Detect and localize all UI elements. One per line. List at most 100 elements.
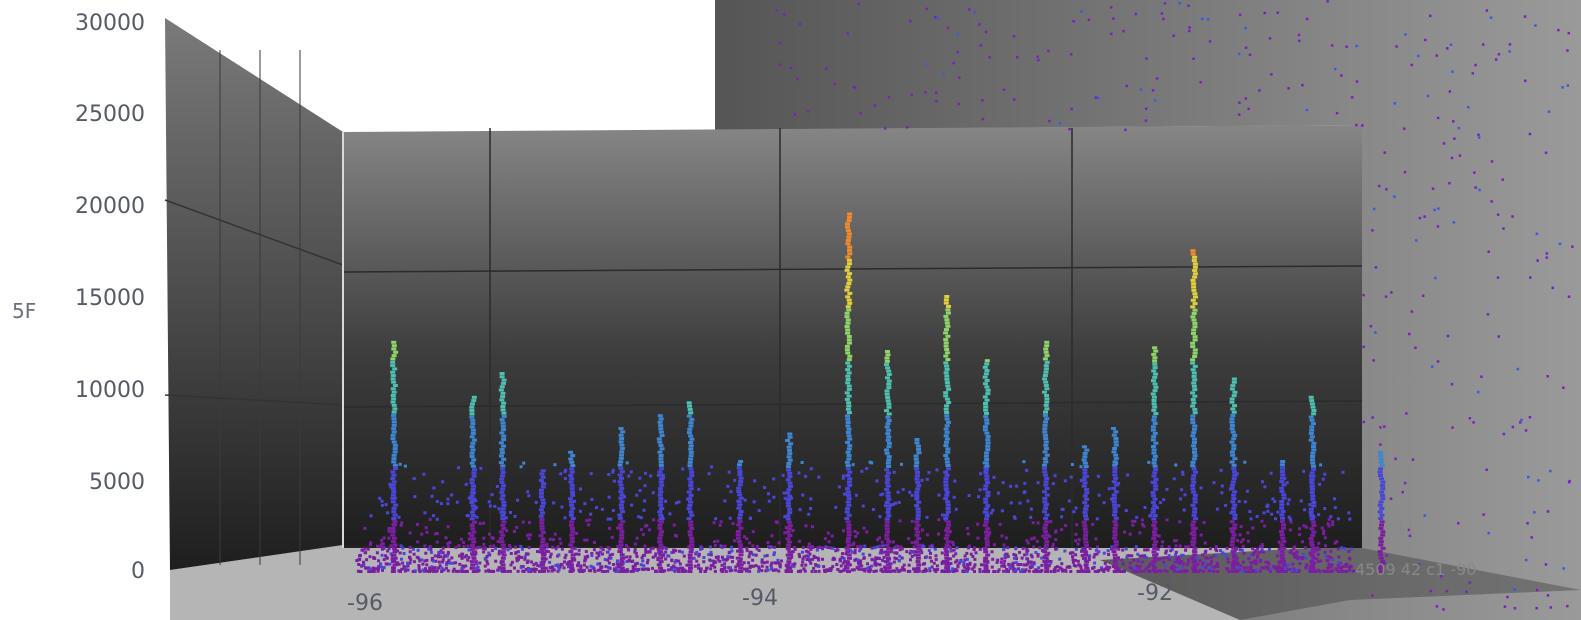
peak-point — [689, 543, 695, 547]
data-point — [1279, 546, 1283, 550]
peak-point — [946, 401, 952, 404]
data-point — [521, 520, 525, 524]
peak-point — [1190, 404, 1196, 408]
peak-point — [1190, 315, 1196, 319]
peak-point — [1230, 453, 1236, 457]
peak-point — [499, 447, 505, 451]
peak-point — [499, 497, 505, 501]
peak-point — [1378, 556, 1384, 560]
data-point — [548, 555, 552, 559]
peak-point — [984, 540, 990, 544]
data-point — [1074, 564, 1078, 568]
peak-point — [983, 454, 989, 458]
peak-point — [787, 432, 793, 436]
data-point — [559, 541, 563, 545]
peak-point — [392, 543, 398, 547]
peak-point — [500, 566, 506, 570]
data-point — [1379, 443, 1382, 446]
data-point — [748, 516, 752, 520]
peak-point — [983, 520, 989, 524]
peak-point — [469, 425, 475, 429]
data-point — [515, 556, 519, 560]
data-point — [792, 564, 796, 568]
peak-point — [884, 533, 890, 537]
data-point — [497, 549, 501, 553]
peak-point — [658, 427, 664, 431]
peak-point — [390, 437, 396, 441]
peak-point — [845, 374, 851, 378]
data-point — [1327, 562, 1331, 566]
peak-point — [1310, 563, 1315, 567]
peak-point — [1112, 526, 1118, 530]
peak-point — [1380, 487, 1386, 491]
peak-point — [687, 570, 693, 573]
peak-point — [471, 556, 477, 560]
data-point — [805, 558, 809, 561]
data-point — [643, 567, 647, 571]
data-point — [1030, 537, 1034, 541]
data-point — [1126, 473, 1130, 477]
peak-point — [1279, 530, 1284, 533]
peak-point — [499, 480, 505, 484]
peak-point — [688, 520, 694, 524]
data-point — [560, 547, 564, 551]
peak-point — [788, 484, 793, 488]
data-point — [557, 553, 561, 557]
peak-point — [984, 431, 990, 435]
data-point — [1077, 563, 1081, 567]
data-point — [651, 555, 655, 559]
peak-point — [1193, 517, 1198, 521]
data-point — [863, 544, 867, 548]
peak-point — [914, 527, 919, 531]
data-point — [506, 569, 510, 573]
data-point — [695, 550, 699, 554]
data-point — [879, 493, 883, 497]
peak-point — [845, 520, 851, 524]
data-point — [1201, 565, 1205, 569]
peak-point — [686, 414, 692, 418]
peak-point — [1151, 415, 1157, 419]
data-point — [670, 568, 674, 572]
data-point — [1389, 497, 1393, 500]
data-point — [901, 566, 905, 570]
data-point — [1160, 545, 1164, 548]
peak-point — [620, 430, 626, 434]
peak-point — [886, 455, 892, 459]
data-point — [1144, 107, 1148, 110]
peak-point — [1310, 455, 1316, 458]
peak-point — [1279, 550, 1285, 553]
data-point — [585, 565, 589, 569]
peak-point — [620, 556, 625, 560]
data-point — [1163, 2, 1167, 5]
data-point — [1321, 477, 1325, 481]
data-point — [1117, 547, 1121, 551]
data-point — [1060, 567, 1064, 571]
data-point — [754, 564, 758, 568]
peak-point — [1311, 524, 1317, 527]
data-point — [879, 549, 883, 553]
data-point — [714, 560, 718, 564]
peak-point — [540, 540, 546, 544]
peak-point — [1192, 454, 1198, 458]
peak-point — [847, 483, 853, 487]
data-point — [627, 559, 631, 563]
peak-point — [656, 473, 662, 477]
peak-point — [1309, 514, 1315, 518]
data-point — [452, 567, 456, 571]
data-point — [1209, 556, 1213, 560]
data-point — [1215, 554, 1219, 558]
data-point — [883, 504, 887, 508]
data-point — [1187, 4, 1190, 7]
peak-point — [619, 553, 625, 557]
data-point — [965, 557, 969, 561]
peak-point — [1113, 440, 1119, 444]
peak-point — [945, 570, 951, 573]
data-point — [1373, 207, 1376, 211]
data-point — [1181, 565, 1185, 569]
data-point — [841, 561, 845, 565]
data-point — [804, 563, 808, 567]
peak-point — [538, 488, 544, 492]
peak-point — [1112, 513, 1117, 517]
data-point — [1159, 569, 1163, 573]
peak-point — [1112, 463, 1118, 467]
